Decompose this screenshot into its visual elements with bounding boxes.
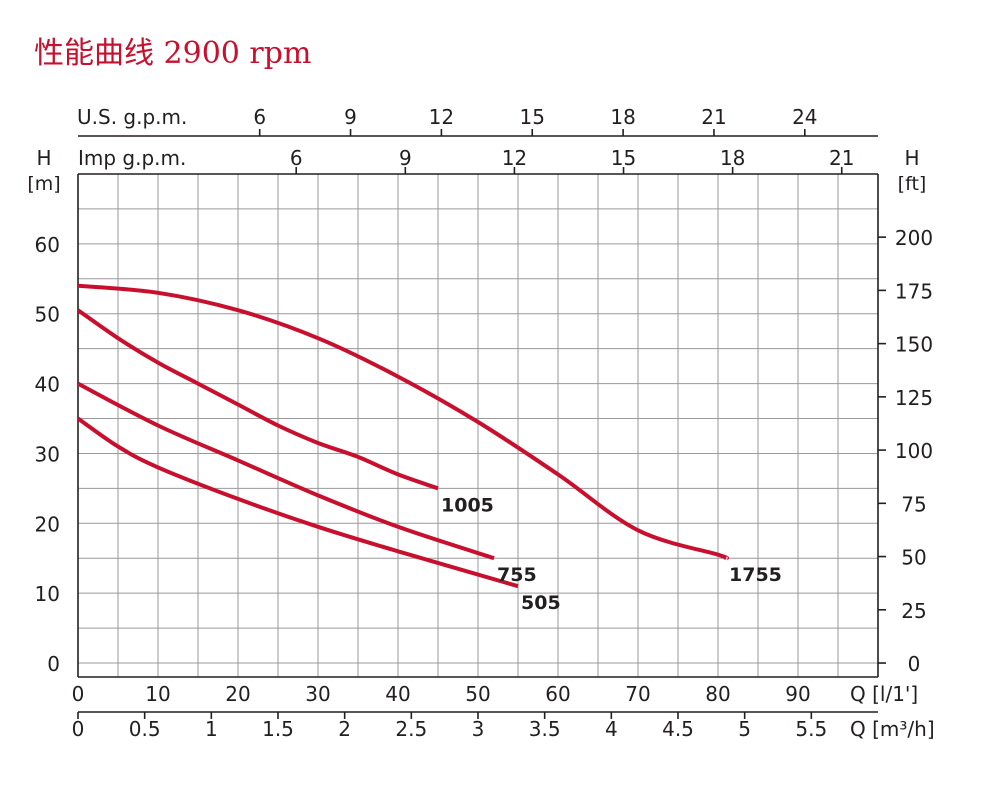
y-left-tick-label: 30	[35, 442, 60, 466]
y-right-tick-label: 100	[895, 439, 933, 463]
x-bottom-axis-title: Q [l/1']	[850, 682, 918, 706]
grid	[78, 174, 878, 677]
x-bottom-tick-label: 0	[72, 682, 85, 706]
y-right-tick-label: 200	[895, 226, 933, 250]
imp-gpm-tick-label: 15	[611, 146, 636, 170]
x-m3h-tick-label: 1	[205, 717, 218, 741]
x-m3h-tick-label: 0.5	[129, 717, 161, 741]
x-m3h-tick-label: 4.5	[662, 717, 694, 741]
us-gpm-tick-label: 18	[610, 105, 635, 129]
y-right-tick-label: 175	[895, 279, 933, 303]
x-m3h-tick-label: 5	[738, 717, 751, 741]
y-right-axis-title: H	[904, 146, 919, 170]
y-right-tick-label: 25	[901, 599, 926, 623]
x-bottom-tick-label: 20	[225, 682, 250, 706]
chart-title: 性能曲线 2900 rpm	[34, 36, 312, 71]
curve-label-1005: 1005	[441, 494, 494, 516]
y-right-tick-label: 125	[895, 386, 933, 410]
curve-labels: 1755 1005 755 505	[441, 494, 782, 614]
imp-gpm-tick-label: 6	[290, 146, 303, 170]
curves	[76, 283, 730, 589]
x-m3h-tick-label: 3.5	[529, 717, 561, 741]
x-bottom-tick-label: 80	[705, 682, 730, 706]
x-m3h-tick-label: 0	[72, 717, 85, 741]
axes: 0102030405060H[m]0255075100125150175200H…	[27, 105, 934, 741]
x-bottom-tick-label: 70	[625, 682, 650, 706]
x-bottom-tick-label: 60	[545, 682, 570, 706]
y-right-tick-label: 50	[901, 546, 926, 570]
x-bottom-tick-label: 90	[785, 682, 810, 706]
us-gpm-tick-label: 6	[253, 105, 266, 129]
x-m3h-tick-label: 1.5	[262, 717, 294, 741]
curve-1755	[77, 283, 730, 561]
us-gpm-tick-label: 12	[429, 105, 454, 129]
imp-gpm-axis-title: Imp g.p.m.	[78, 146, 186, 170]
x-m3h-tick-label: 3	[472, 717, 485, 741]
y-left-tick-label: 60	[35, 233, 60, 257]
x-m3h-tick-label: 2	[338, 717, 351, 741]
y-left-tick-label: 10	[35, 582, 60, 606]
x-bottom-tick-label: 10	[145, 682, 170, 706]
x-m3h-tick-label: 4	[605, 717, 618, 741]
x-m3h-axis-title: Q [m³/h]	[850, 717, 935, 741]
imp-gpm-tick-label: 18	[720, 146, 745, 170]
us-gpm-axis-title: U.S. g.p.m.	[77, 105, 187, 129]
us-gpm-tick-label: 9	[344, 105, 357, 129]
curve-label-755: 755	[497, 564, 537, 586]
y-right-axis-unit: [ft]	[898, 173, 927, 195]
y-right-tick-label: 0	[908, 652, 921, 676]
y-left-tick-label: 20	[35, 512, 60, 536]
us-gpm-tick-label: 21	[701, 105, 726, 129]
y-right-tick-label: 75	[901, 492, 926, 516]
x-bottom-tick-label: 40	[385, 682, 410, 706]
curve-755	[77, 381, 495, 561]
y-left-axis-title: H	[36, 146, 51, 170]
x-m3h-tick-label: 2.5	[395, 717, 427, 741]
curve-1005	[76, 308, 439, 491]
us-gpm-tick-label: 15	[520, 105, 545, 129]
us-gpm-tick-label: 24	[792, 105, 817, 129]
x-bottom-tick-label: 50	[465, 682, 490, 706]
x-m3h-tick-label: 5.5	[795, 717, 827, 741]
y-left-tick-label: 0	[47, 652, 60, 676]
curve-505	[76, 416, 519, 589]
imp-gpm-tick-label: 12	[502, 146, 527, 170]
imp-gpm-tick-label: 21	[829, 146, 854, 170]
y-left-axis-unit: [m]	[27, 173, 60, 195]
imp-gpm-tick-label: 9	[399, 146, 412, 170]
curve-label-505: 505	[521, 592, 561, 614]
y-left-tick-label: 40	[35, 373, 60, 397]
y-right-tick-label: 150	[895, 333, 933, 357]
y-left-tick-label: 50	[35, 303, 60, 327]
curve-label-1755: 1755	[729, 564, 782, 586]
x-bottom-tick-label: 30	[305, 682, 330, 706]
